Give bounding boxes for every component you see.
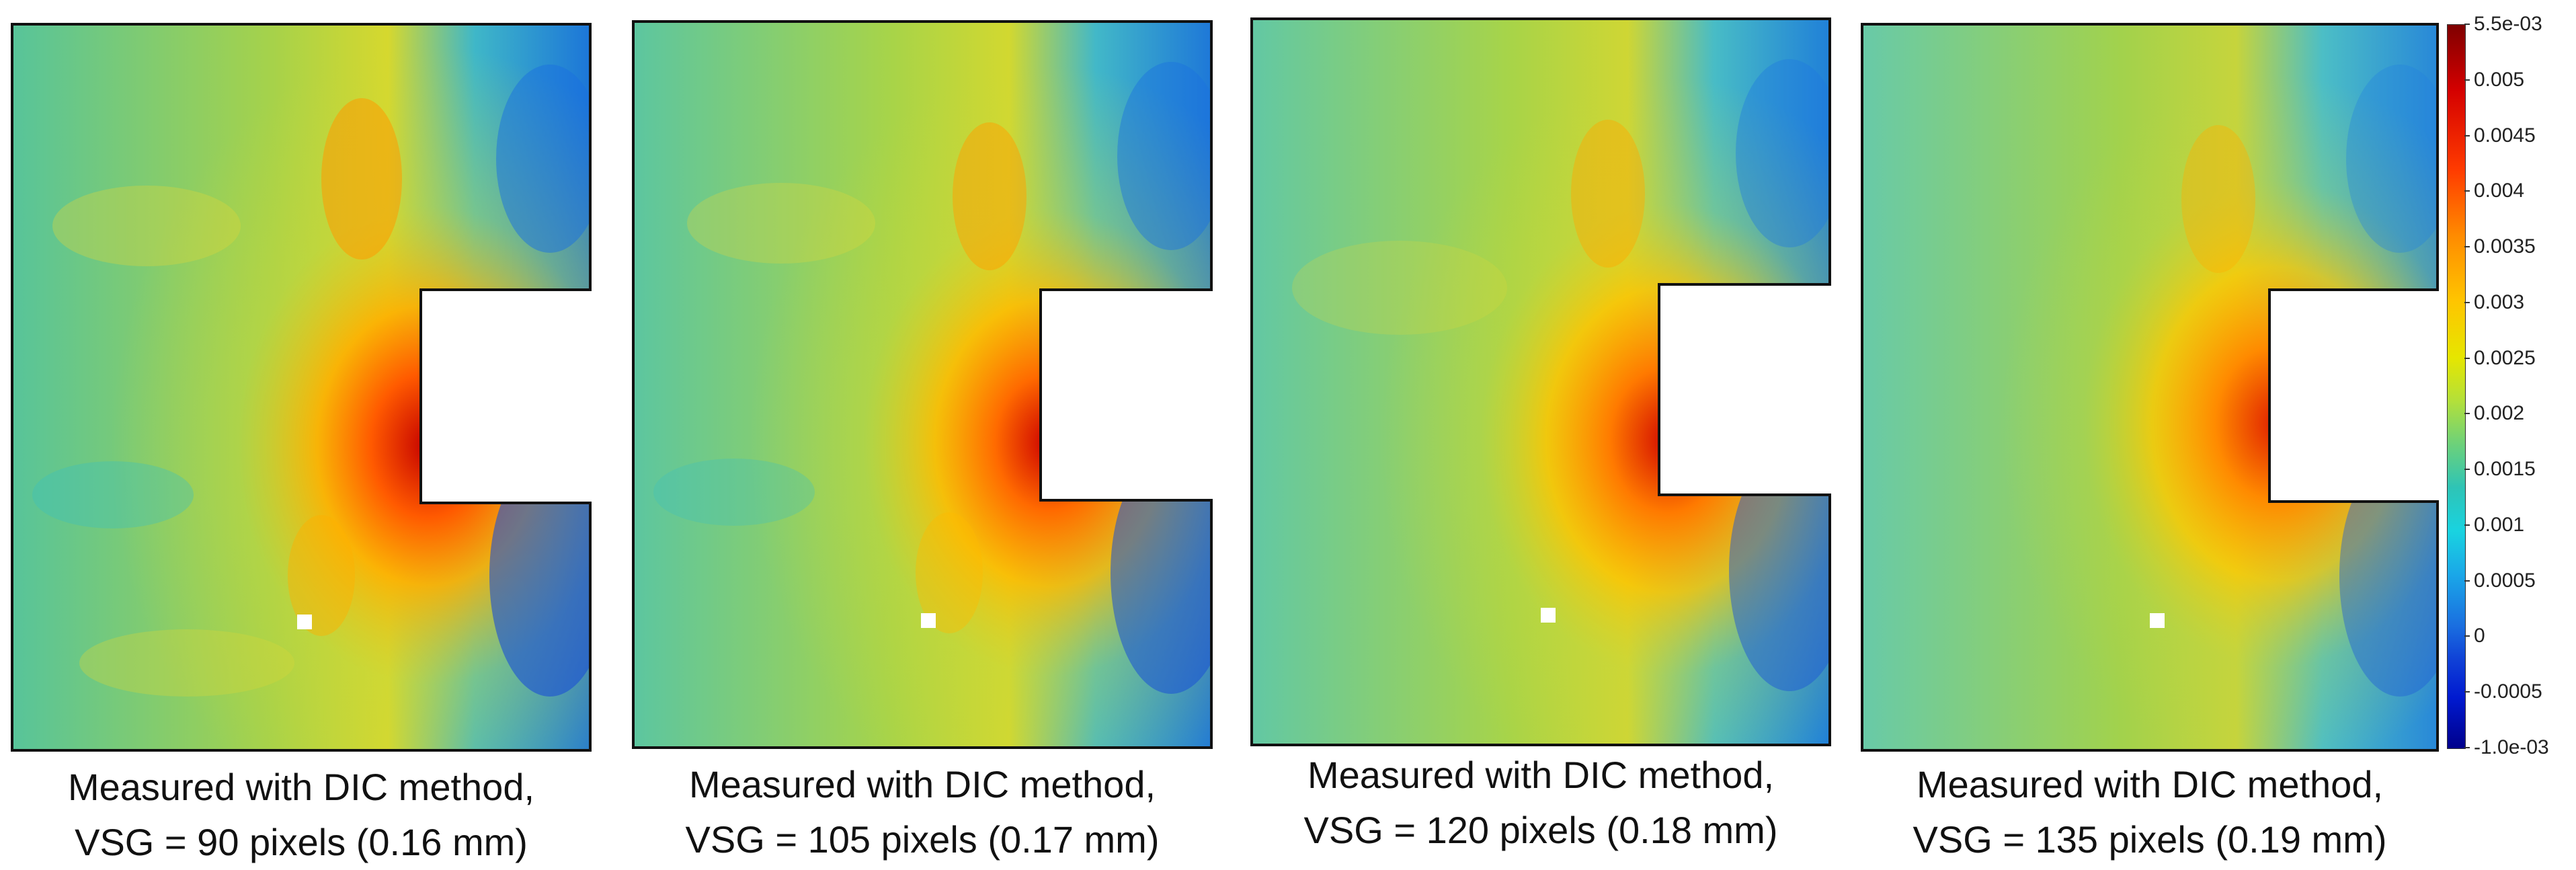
colorbar-tick-mark xyxy=(2464,580,2470,582)
caption-line-1: Measured with DIC method, xyxy=(67,766,535,808)
caption-line-1: Measured with DIC method, xyxy=(1307,754,1775,796)
strain-map-1 xyxy=(11,23,592,752)
strain-map-panel-3 xyxy=(1250,17,1831,746)
marker-square xyxy=(2150,613,2165,628)
colorbar-tick-mark xyxy=(2464,635,2470,637)
caption-panel-1: Measured with DIC method, VSG = 90 pixel… xyxy=(12,760,590,870)
colorbar-tick-label: 0.001 xyxy=(2474,513,2525,536)
colorbar-tick-label: 0.003 xyxy=(2474,290,2525,313)
colorbar-tick-label: 0.004 xyxy=(2474,180,2525,202)
marker-square xyxy=(1541,608,1556,623)
colorbar-tick-label: 0.0015 xyxy=(2474,458,2536,481)
colorbar-tick-mark xyxy=(2464,190,2470,192)
colorbar-tick-mark xyxy=(2464,134,2470,136)
colorbar-tick-label: -1.0e-03 xyxy=(2474,736,2549,758)
strain-map-2 xyxy=(632,20,1213,749)
caption-panel-3: Measured with DIC method, VSG = 120 pixe… xyxy=(1252,748,1830,858)
colorbar-tick-label: 0.0045 xyxy=(2474,124,2536,147)
colorbar-tick-mark xyxy=(2464,469,2470,471)
colorbar-tick-mark xyxy=(2464,413,2470,415)
marker-square xyxy=(921,613,936,628)
colorbar-tick-mark xyxy=(2464,301,2470,303)
caption-line-1: Measured with DIC method, xyxy=(688,763,1156,805)
colorbar-tick-mark xyxy=(2464,747,2470,748)
caption-line-2: VSG = 135 pixels (0.19 mm) xyxy=(1913,818,2387,861)
colorbar-legend xyxy=(2447,24,2466,749)
colorbar-tick-label: 0.0005 xyxy=(2474,569,2536,592)
colorbar-tick-mark xyxy=(2464,24,2470,25)
caption-line-2: VSG = 120 pixels (0.18 mm) xyxy=(1303,809,1778,851)
marker-square xyxy=(297,615,312,629)
strain-map-panel-2 xyxy=(632,20,1213,749)
colorbar-tick-mark xyxy=(2464,357,2470,359)
caption-panel-4: Measured with DIC method, VSG = 135 pixe… xyxy=(1862,757,2438,867)
strain-map-panel-1 xyxy=(11,23,592,752)
colorbar-tick-mark xyxy=(2464,246,2470,248)
colorbar-tick-mark xyxy=(2464,524,2470,526)
caption-line-1: Measured with DIC method, xyxy=(1916,763,2384,805)
colorbar-tick-label: 5.5e-03 xyxy=(2474,13,2542,35)
colorbar-tick-label: 0 xyxy=(2474,625,2485,647)
caption-line-2: VSG = 105 pixels (0.17 mm) xyxy=(685,818,1160,861)
colorbar-tick-mark xyxy=(2464,79,2470,81)
colorbar-tick-label: 0.0035 xyxy=(2474,235,2536,258)
colorbar-tick-label: -0.0005 xyxy=(2474,680,2542,703)
strain-map-3 xyxy=(1250,17,1831,746)
caption-panel-2: Measured with DIC method, VSG = 105 pixe… xyxy=(633,757,1211,867)
strain-map-4 xyxy=(1861,23,2439,752)
colorbar-tick-mark xyxy=(2464,691,2470,693)
colorbar-tick-label: 0.0025 xyxy=(2474,346,2536,369)
colorbar-tick-label: 0.002 xyxy=(2474,402,2525,425)
strain-map-panel-4 xyxy=(1861,23,2439,752)
colorbar-tick-label: 0.005 xyxy=(2474,68,2525,91)
caption-line-2: VSG = 90 pixels (0.16 mm) xyxy=(75,821,528,863)
